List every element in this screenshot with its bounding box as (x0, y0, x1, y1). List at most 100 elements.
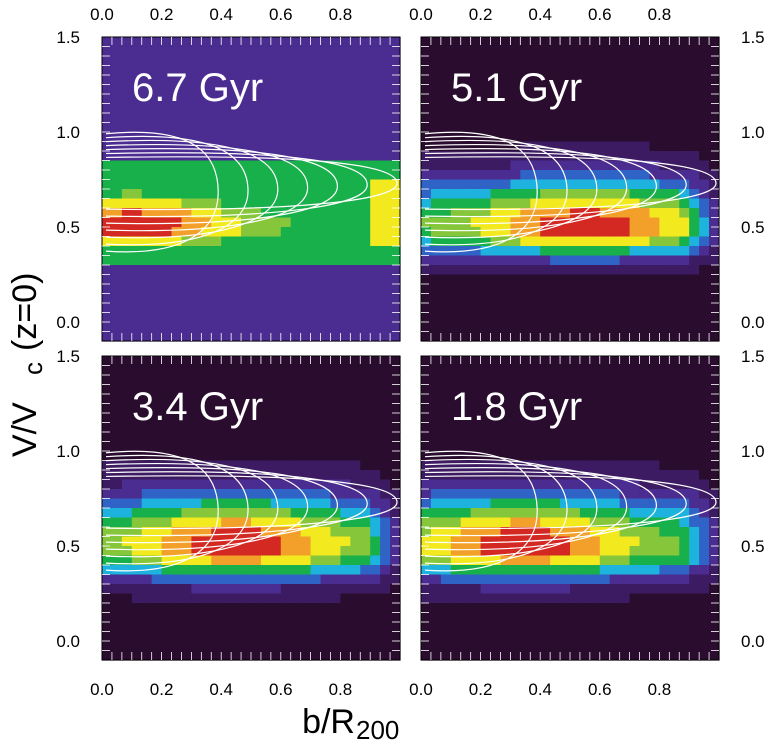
panel-label: 6.7 Gyr (132, 66, 263, 110)
heatmap-cell (699, 227, 710, 238)
heatmap-cell (300, 236, 312, 247)
heatmap-cell (450, 394, 462, 405)
heatmap-cell (290, 432, 302, 443)
heatmap-cell (550, 650, 561, 661)
heatmap-cell (360, 198, 371, 209)
heatmap-cell (609, 132, 621, 143)
heatmap-cell (300, 122, 312, 133)
heatmap-cell (390, 236, 401, 247)
heatmap-cell (649, 189, 660, 200)
heatmap-cell (181, 546, 192, 557)
heatmap-cell (231, 631, 242, 642)
heatmap-cell (421, 255, 432, 266)
heatmap-cell (171, 470, 183, 481)
heatmap-cell (350, 227, 361, 238)
heatmap-cell (490, 46, 502, 57)
minor-ticks (421, 356, 719, 660)
heatmap-cell (231, 284, 242, 295)
heatmap-cell (260, 622, 272, 633)
heatmap-cell (460, 593, 472, 604)
heatmap-cell (530, 331, 541, 342)
heatmap-cell (550, 227, 561, 238)
heatmap-cell (579, 441, 591, 452)
heatmap-cell (241, 432, 252, 443)
heatmap-cell (470, 170, 482, 181)
heatmap-cell (360, 122, 371, 133)
x-tick-label-top: 0.2 (469, 5, 493, 24)
heatmap-cell (280, 498, 292, 509)
heatmap-cell (540, 403, 551, 414)
heatmap-cell (470, 527, 482, 538)
heatmap-cell (251, 441, 262, 452)
heatmap-cell (540, 422, 551, 433)
heatmap-cell (480, 151, 492, 162)
heatmap-cell (619, 103, 631, 114)
heatmap-cell (520, 422, 531, 433)
heatmap-cell (310, 255, 322, 266)
heatmap-cell (131, 122, 143, 133)
heatmap-cell (490, 227, 502, 238)
contour-line (105, 131, 219, 253)
heatmap-cell (550, 593, 561, 604)
heatmap-cell (709, 527, 720, 538)
heatmap-cell (540, 650, 551, 661)
heatmap-cell (270, 432, 282, 443)
heatmap-cell (430, 546, 442, 557)
heatmap-cell (211, 555, 222, 566)
heatmap-cell (579, 303, 591, 314)
heatmap-cell (340, 65, 351, 76)
heatmap-cell (270, 189, 282, 200)
heatmap-cell (171, 170, 183, 181)
heatmap-cell (579, 356, 591, 367)
heatmap-cell (470, 179, 482, 190)
heatmap-cell (350, 584, 361, 595)
heatmap-cell (520, 170, 531, 181)
heatmap-cell (649, 84, 660, 95)
heatmap-cell (689, 574, 700, 585)
heatmap-cell (709, 603, 720, 614)
heatmap-cell (520, 37, 531, 48)
heatmap-cell (290, 46, 302, 57)
heatmap-cell (171, 546, 183, 557)
heatmap-cell (350, 612, 361, 623)
heatmap-cell (141, 365, 153, 376)
heatmap-cell (181, 284, 192, 295)
heatmap-cell (171, 432, 183, 443)
heatmap-cell (659, 208, 670, 219)
heatmap-cell (679, 75, 690, 86)
heatmap-cell (589, 536, 601, 547)
heatmap-cell (649, 375, 660, 386)
heatmap-cell (330, 384, 341, 395)
heatmap-cell (629, 312, 641, 323)
heatmap-cell (300, 365, 312, 376)
heatmap-cell (679, 460, 690, 471)
heatmap-cell (699, 265, 710, 276)
heatmap-cell (579, 403, 591, 414)
heatmap-cell (619, 160, 631, 171)
heatmap-cell (530, 322, 541, 333)
heatmap-cell (480, 527, 492, 538)
heatmap-cell (679, 479, 690, 490)
heatmap-cell (340, 479, 351, 490)
heatmap-cell (151, 331, 163, 342)
heatmap-cell (570, 546, 581, 557)
heatmap-cell (480, 489, 492, 500)
heatmap-cell (699, 56, 710, 67)
heatmap-cell (430, 198, 442, 209)
heatmap-cell (480, 631, 492, 642)
panel-bottom-left: 3.4 Gyr (101, 355, 401, 661)
heatmap-cell (111, 365, 123, 376)
heatmap-cell (121, 460, 133, 471)
heatmap-cell (161, 527, 173, 538)
heatmap-cell (460, 227, 472, 238)
heatmap-cell (619, 422, 631, 433)
heatmap-cell (290, 460, 302, 471)
heatmap-cell (350, 489, 361, 500)
heatmap-cell (221, 227, 232, 238)
heatmap-cell (480, 460, 492, 471)
heatmap-cell (430, 160, 442, 171)
heatmap-cell (151, 622, 163, 633)
heatmap-cell (340, 84, 351, 95)
heatmap-cell (360, 479, 371, 490)
heatmap-cell (639, 113, 651, 124)
